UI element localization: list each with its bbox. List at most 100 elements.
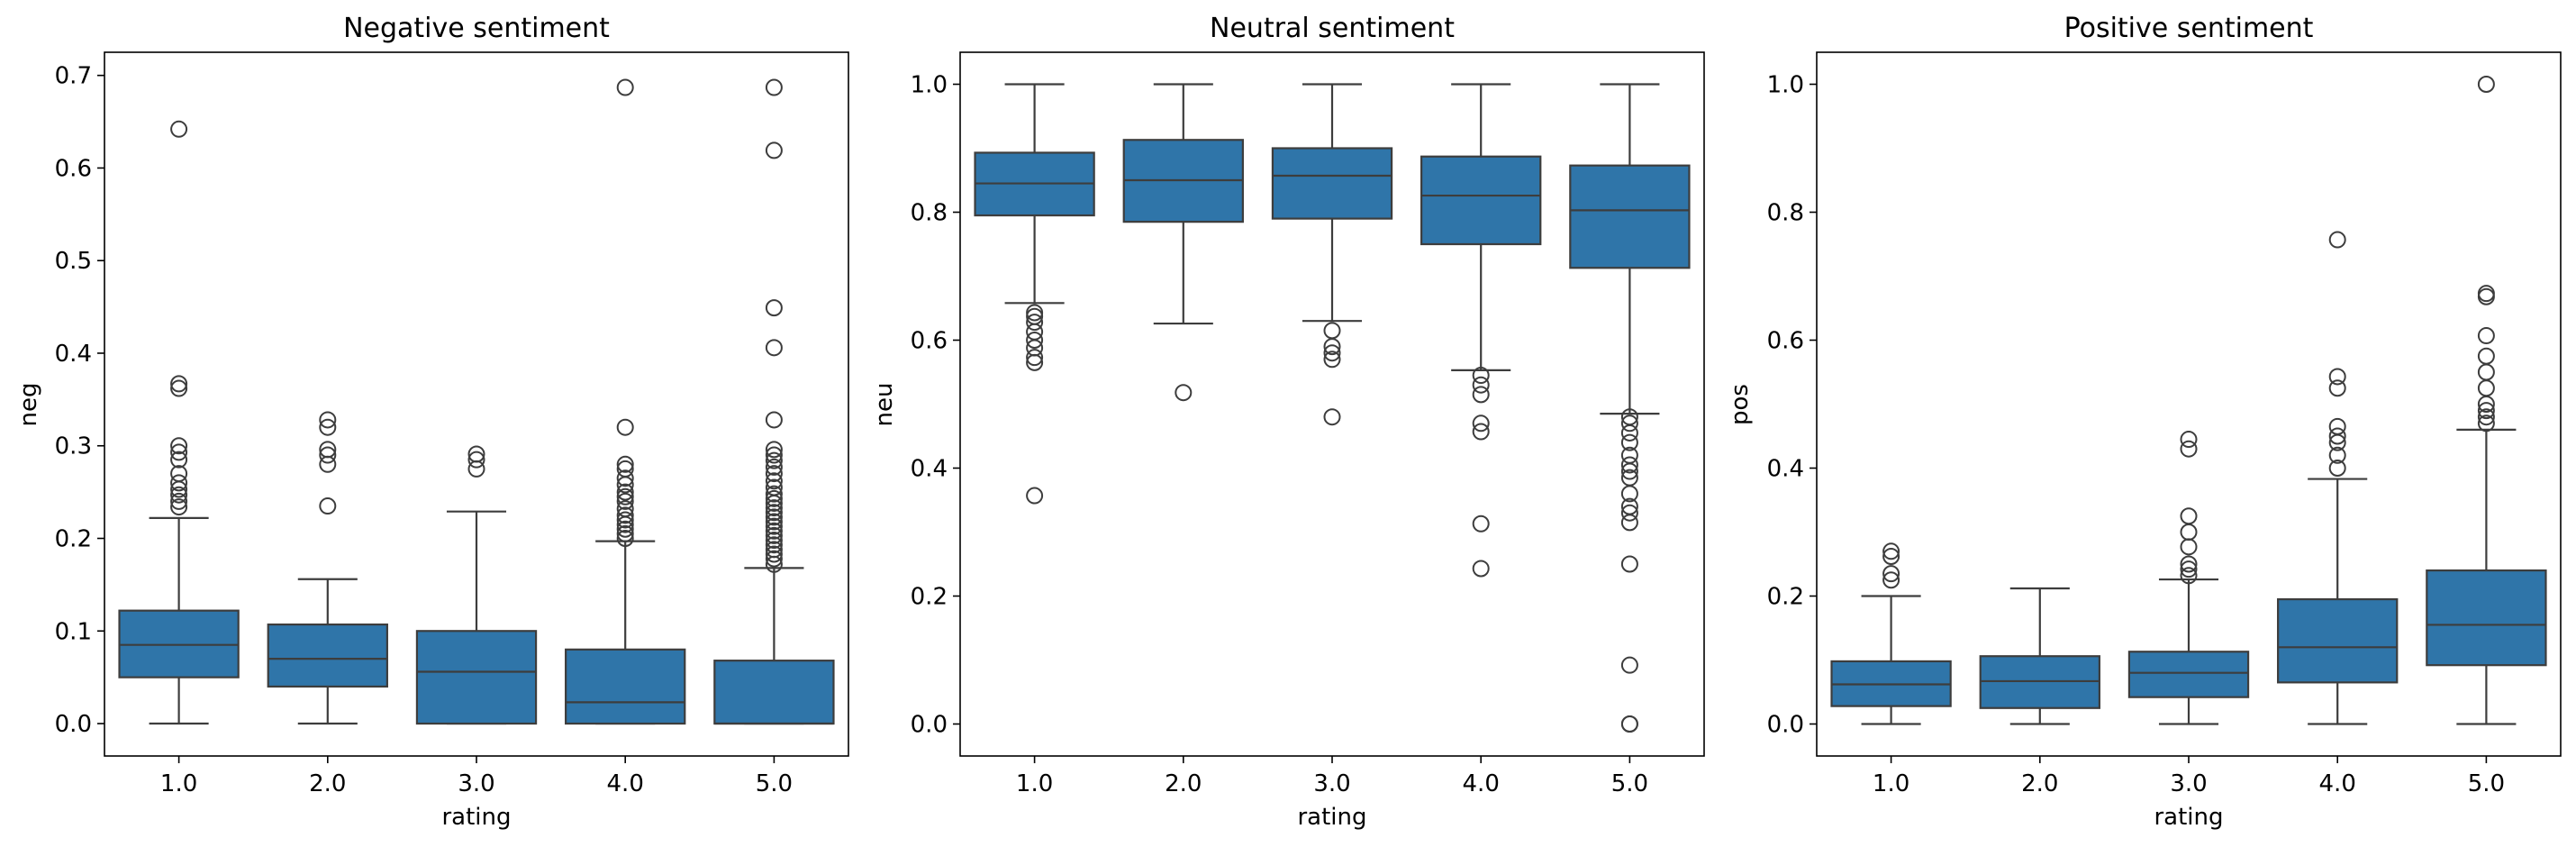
y-tick-label: 1.0: [1767, 72, 1804, 99]
outlier-point: [765, 411, 783, 429]
outlier-point: [1026, 487, 1044, 505]
outlier-point: [765, 522, 783, 540]
box-2.0: [267, 411, 388, 725]
box-2.0: [1122, 83, 1244, 402]
outlier-point: [1323, 338, 1341, 356]
outlier-point: [170, 498, 188, 516]
outlier-point: [170, 120, 188, 138]
outlier-point: [1026, 314, 1044, 332]
x-tick-label: 2.0: [309, 770, 346, 797]
outlier-point: [1175, 384, 1193, 402]
iqr-box: [267, 623, 388, 688]
outlier-point: [170, 486, 188, 504]
outlier-point: [170, 375, 188, 393]
plot-area: 0.0 0.2 0.4 0.6 0.8 1.0 1.0 2.0 3.0 4.0 5.0: [911, 72, 1691, 797]
outlier-point: [170, 379, 188, 397]
outlier-point: [1323, 408, 1341, 426]
x-tick-label: 4.0: [607, 770, 644, 797]
outlier-point: [1472, 560, 1490, 578]
axes-frame: [104, 51, 849, 757]
outlier-point: [1026, 332, 1044, 349]
box-1.0: [118, 120, 240, 725]
outlier-point: [1620, 514, 1638, 532]
outlier-point: [616, 500, 634, 518]
outlier-point: [765, 441, 783, 459]
outlier-point: [765, 545, 783, 563]
outlier-point: [2180, 555, 2198, 573]
outlier-point: [765, 532, 783, 550]
x-tick-label: 1.0: [1873, 770, 1909, 797]
y-axis-label: pos: [1727, 384, 1754, 425]
neutral-sentiment-panel: Neutral sentiment rating neu 0.00.20.40.…: [871, 13, 1705, 831]
outlier-point: [765, 299, 783, 317]
outlier-point: [1026, 353, 1044, 371]
iqr-box: [415, 630, 538, 725]
panel-title: Negative sentiment: [343, 13, 610, 44]
outlier-point: [170, 492, 188, 510]
box-5.0: [2426, 76, 2547, 725]
panel-title: Positive sentiment: [2064, 13, 2314, 44]
outlier-point: [2180, 560, 2198, 578]
outlier-point: [616, 460, 634, 478]
outlier-point: [765, 536, 783, 554]
outlier-point: [765, 472, 783, 490]
y-tick-label: 0.2: [911, 584, 948, 611]
y-axis-label: neu: [871, 383, 898, 427]
positive-sentiment-panel: Positive sentiment rating pos 0.00.20.40…: [1727, 13, 2562, 831]
x-tick-label: 5.0: [1611, 770, 1648, 797]
outlier-point: [1620, 424, 1638, 442]
x-tick-label: 5.0: [2468, 770, 2505, 797]
x-tick-label: 4.0: [1463, 770, 1500, 797]
box-1.0: [1830, 542, 1952, 725]
outlier-point: [1620, 485, 1638, 503]
outlier-point: [1620, 715, 1638, 733]
outlier-point: [1620, 504, 1638, 522]
outlier-point: [765, 141, 783, 159]
outlier-point: [765, 485, 783, 503]
x-tick-label: 2.0: [1165, 770, 1202, 797]
plot-area: 0.0 0.2 0.4 0.6 0.8 1.0 1.0 2.0 3.0 4.0 5.0: [1767, 72, 2547, 797]
outlier-point: [765, 451, 783, 469]
outlier-point: [2328, 368, 2346, 386]
outlier-point: [2477, 285, 2495, 303]
outlier-point: [765, 339, 783, 357]
outlier-point: [1620, 433, 1638, 451]
iqr-box: [2127, 651, 2250, 698]
outlier-point: [1472, 515, 1490, 533]
y-tick-label: 0.4: [911, 456, 948, 483]
y-tick-label: 0.5: [55, 248, 92, 275]
x-tick-label: 3.0: [458, 770, 494, 797]
x-tick-label: 4.0: [2319, 770, 2356, 797]
outlier-point: [616, 530, 634, 548]
outlier-point: [1323, 344, 1341, 362]
outlier-point: [319, 411, 337, 429]
outlier-point: [765, 550, 783, 568]
outlier-point: [765, 526, 783, 544]
outlier-point: [1026, 349, 1044, 367]
box-3.0: [2127, 431, 2250, 725]
iqr-box: [2277, 597, 2399, 684]
y-tick-label: 0.1: [55, 618, 92, 645]
outlier-point: [1323, 351, 1341, 369]
x-tick-label: 2.0: [2021, 770, 2058, 797]
outlier-point: [765, 504, 783, 522]
outlier-point: [616, 418, 634, 436]
outlier-point: [2328, 379, 2346, 397]
outlier-point: [616, 455, 634, 473]
box-1.0: [974, 83, 1095, 505]
box-4.0: [565, 78, 686, 725]
outlier-point: [2328, 446, 2346, 464]
outlier-point: [1472, 386, 1490, 404]
outlier-point: [2477, 327, 2495, 345]
y-tick-label: 0.2: [55, 526, 92, 553]
axes-frame: [1816, 51, 2562, 757]
outlier-point: [1026, 304, 1044, 322]
outlier-point: [765, 499, 783, 517]
y-tick-label: 0.8: [1767, 200, 1804, 227]
outlier-point: [616, 506, 634, 524]
outlier-point: [765, 513, 783, 531]
outlier-point: [170, 474, 188, 492]
outlier-point: [765, 78, 783, 96]
outlier-point: [616, 469, 634, 487]
